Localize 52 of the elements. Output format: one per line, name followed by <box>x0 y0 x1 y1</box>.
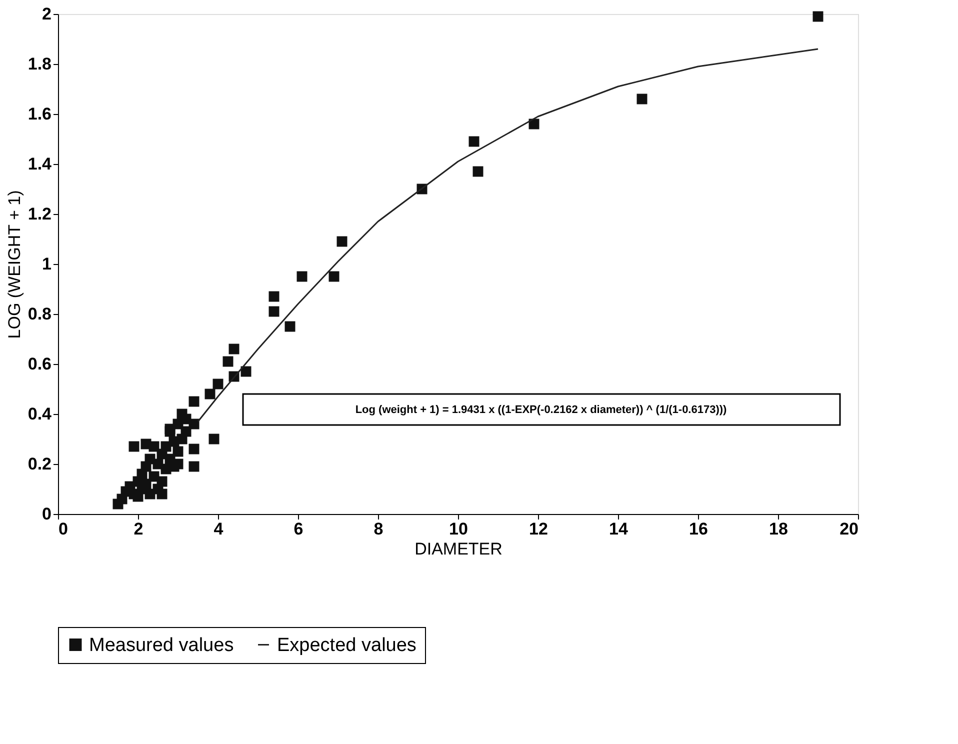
point <box>222 356 234 367</box>
point <box>176 408 188 420</box>
point <box>284 321 296 332</box>
point <box>636 94 648 104</box>
x-tick-label: 18 <box>769 520 788 538</box>
y-tick-label: 1.6 <box>28 104 52 124</box>
legend-label: Expected values <box>277 634 416 656</box>
x-tick-label: 4 <box>214 520 224 538</box>
point <box>164 424 176 434</box>
x-tick-label: 20 <box>840 520 858 538</box>
x-tick-label: 2 <box>134 520 144 538</box>
y-tick-label: 2 <box>42 4 52 24</box>
point <box>188 444 200 454</box>
point <box>128 441 140 452</box>
y-tick-label: 1.4 <box>28 154 52 174</box>
point <box>156 476 168 487</box>
point <box>188 396 200 407</box>
point <box>268 306 280 317</box>
point <box>468 136 480 147</box>
y-axis-title: LOG (WEIGHT + 1) <box>4 190 24 339</box>
legend-label: Measured values <box>89 634 234 656</box>
point <box>172 446 184 457</box>
y-tick-label: 0.2 <box>28 454 52 474</box>
x-tick-label: 12 <box>529 520 548 538</box>
point <box>156 488 168 500</box>
annotation: Log (weight + 1) = 1.9431 x ((1-EXP(-0.2162 x diameter)) ^ (1/(1-0.6173))) <box>355 404 728 416</box>
x-tick-label: 14 <box>609 520 628 538</box>
point <box>188 461 200 472</box>
point <box>212 378 224 390</box>
point <box>812 11 824 22</box>
point <box>204 388 216 400</box>
x-tick-label: 0 <box>58 520 68 538</box>
point <box>140 438 152 450</box>
point <box>228 344 240 354</box>
point <box>208 434 220 444</box>
y-tick-label: 0.4 <box>28 404 52 424</box>
point <box>472 166 484 177</box>
y-tick-label: 1 <box>42 254 52 274</box>
y-tick-label: 0 <box>42 504 52 524</box>
y-tick-label: 0.6 <box>28 354 52 374</box>
x-tick-label: 8 <box>374 520 384 538</box>
x-axis-title: DIAMETER <box>414 540 502 558</box>
point <box>328 271 340 282</box>
y-tick-label: 1.8 <box>28 54 52 74</box>
y-tick-label: 1.2 <box>28 204 52 224</box>
point <box>268 291 280 302</box>
x-tick-label: 16 <box>689 520 708 538</box>
x-tick-label: 6 <box>294 520 304 538</box>
point <box>336 236 348 247</box>
x-tick-label: 10 <box>449 520 468 538</box>
point <box>296 271 308 282</box>
y-tick-label: 0.8 <box>28 304 52 324</box>
